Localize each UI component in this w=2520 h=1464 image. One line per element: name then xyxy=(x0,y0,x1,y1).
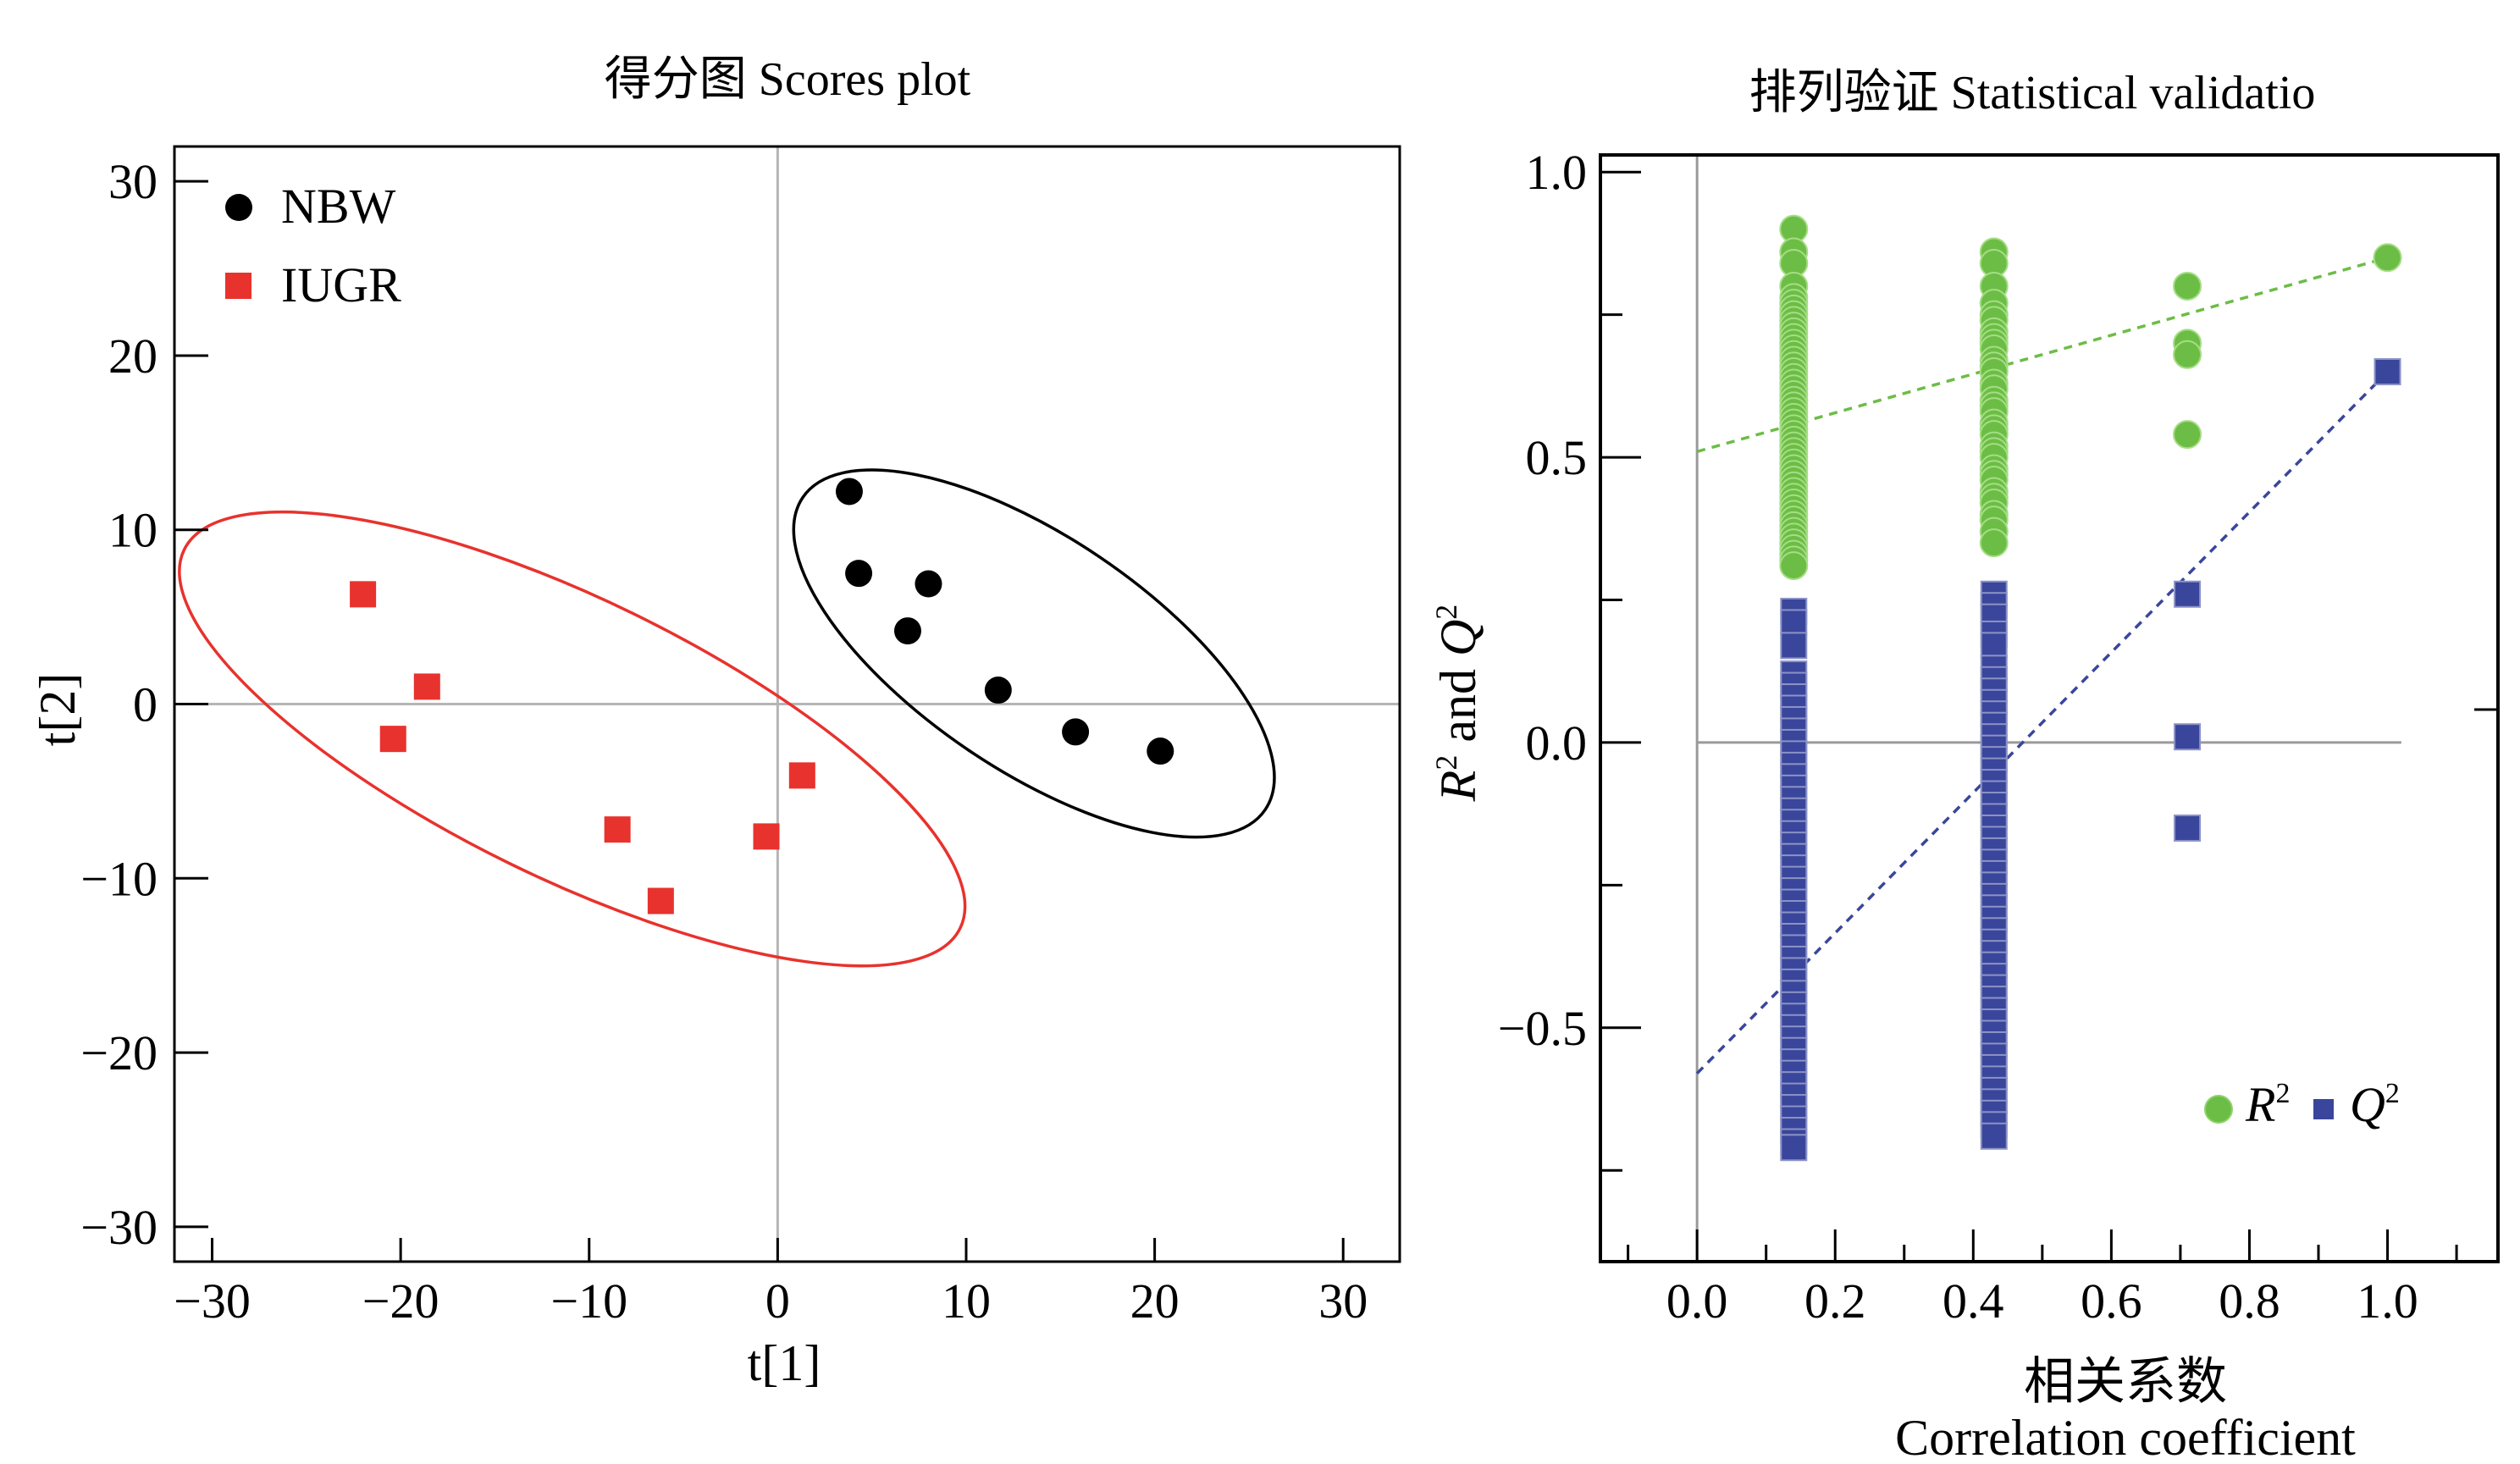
point-iugr xyxy=(647,887,674,914)
point-iugr xyxy=(350,581,377,608)
y-label-r: R xyxy=(1430,771,1486,803)
point-r2 xyxy=(1779,551,1809,581)
point-q2 xyxy=(1780,609,1808,637)
y-tick-label: −30 xyxy=(80,1200,158,1255)
x-tick-label: 30 xyxy=(1318,1273,1368,1329)
y-tick-label: 0.5 xyxy=(1526,430,1588,485)
y-tick-label: 1.0 xyxy=(1526,145,1588,200)
point-nbw xyxy=(893,617,921,645)
point-iugr xyxy=(753,823,780,850)
scores-plot-ellipses xyxy=(178,468,1276,968)
scores-plot-legend: NBW IUGR xyxy=(225,179,401,312)
point-iugr xyxy=(379,726,406,753)
x-tick-label: 0 xyxy=(765,1273,790,1329)
point-q2 xyxy=(2174,580,2202,608)
legend-nbw-marker xyxy=(225,194,252,221)
point-r2 xyxy=(2173,420,2202,450)
x-tick-label: 0.4 xyxy=(1942,1273,2004,1329)
legend-r2-main: R xyxy=(2245,1077,2275,1132)
scores-plot-x-ticks: −30 −20 −10 0 10 20 30 xyxy=(174,1238,1368,1329)
trend-line-r2 xyxy=(1696,256,2389,454)
confidence-ellipse-iugr xyxy=(178,510,967,968)
point-nbw xyxy=(915,570,942,598)
y-label-and: and xyxy=(1430,656,1486,755)
y-tick-label: 20 xyxy=(108,329,158,384)
point-q2 xyxy=(2374,358,2401,386)
x-tick-label: −30 xyxy=(174,1273,251,1329)
scores-plot-title: 得分图 Scores plot xyxy=(605,53,971,106)
trend-line-q2 xyxy=(1695,370,2389,1075)
point-q2 xyxy=(1780,1134,1808,1162)
y-tick-label: −0.5 xyxy=(1498,1001,1587,1056)
y-tick-label: 30 xyxy=(108,154,158,209)
x-tick-label: 0.2 xyxy=(1804,1273,1866,1329)
validation-plot-points xyxy=(1779,214,2402,1162)
validation-plot-y-ticks: 1.0 0.5 0.0 −0.5 xyxy=(1498,145,1641,1172)
point-q2 xyxy=(2174,723,2202,751)
point-iugr xyxy=(604,816,631,843)
point-q2 xyxy=(2174,814,2202,842)
scores-plot-points xyxy=(350,478,1174,914)
validation-plot-y-axis-label: R2 and Q2 xyxy=(1429,605,1486,803)
validation-plot-reference-lines xyxy=(1695,155,2401,1262)
y-tick-label: 0 xyxy=(133,677,158,732)
x-tick-label: 1.0 xyxy=(2357,1273,2418,1329)
point-iugr xyxy=(413,673,440,700)
validation-plot-title: 排列验证 Statistical validatio xyxy=(1749,67,2316,119)
y-tick-label: 0.0 xyxy=(1526,715,1588,771)
scores-plot-y-axis-label: t[2] xyxy=(30,673,86,747)
validation-plot-x-ticks: 0.0 0.2 0.4 0.6 0.8 1.0 xyxy=(1627,1229,2458,1329)
point-q2 xyxy=(1780,632,1808,660)
scores-plot-panel: 得分图 Scores plot −30 −20 −10 0 10 20 30 30 20 10 0… xyxy=(30,53,1401,1391)
point-nbw xyxy=(1147,738,1174,765)
y-label-r-sup: 2 xyxy=(1429,755,1463,771)
legend-q2-label: Q2 xyxy=(2350,1077,2400,1132)
y-tick-label: −20 xyxy=(80,1025,158,1080)
point-r2 xyxy=(1979,528,2009,558)
legend-nbw-label: NBW xyxy=(281,179,396,234)
x-tick-label: −10 xyxy=(550,1273,627,1329)
validation-plot-x-axis-label: 相关系数 xyxy=(2024,1354,2227,1410)
legend-q2-marker xyxy=(2313,1099,2334,1119)
legend-r2-marker xyxy=(2204,1095,2233,1124)
x-tick-label: 0.6 xyxy=(2081,1273,2142,1329)
x-tick-label: −20 xyxy=(362,1273,439,1329)
legend-q2-main: Q xyxy=(2350,1077,2385,1132)
point-q2 xyxy=(1980,1122,2008,1150)
x-tick-label: 0.8 xyxy=(2219,1273,2280,1329)
y-tick-label: −10 xyxy=(80,851,158,906)
point-r2 xyxy=(2173,271,2202,301)
point-nbw xyxy=(835,478,863,505)
legend-r2-sup: 2 xyxy=(2275,1078,2290,1109)
validation-plot-panel: 排列验证 Statistical validatio 0.0 0.2 0.4 0.6 0… xyxy=(1429,67,2500,1464)
point-nbw xyxy=(1062,718,1090,746)
x-tick-label: 10 xyxy=(942,1273,991,1329)
y-label-q: Q xyxy=(1430,620,1486,656)
y-label-q-sup: 2 xyxy=(1429,605,1463,620)
y-tick-label: 10 xyxy=(108,503,158,558)
scores-plot-y-ticks: 30 20 10 0 −10 −20 −30 xyxy=(80,154,208,1255)
point-nbw xyxy=(845,560,873,588)
point-r2 xyxy=(2173,340,2202,369)
validation-plot-legend: R2 Q2 xyxy=(2204,1077,2400,1132)
legend-iugr-label: IUGR xyxy=(281,257,401,312)
point-iugr xyxy=(788,762,815,789)
scores-plot-x-axis-label: t[1] xyxy=(748,1335,821,1391)
legend-q2-sup: 2 xyxy=(2385,1078,2400,1109)
confidence-ellipse-nbw xyxy=(792,468,1276,839)
legend-iugr-marker xyxy=(225,273,251,299)
legend-r2-label: R2 xyxy=(2245,1077,2290,1132)
validation-plot-trend-lines xyxy=(1695,256,2389,1075)
x-tick-label: 0.0 xyxy=(1666,1273,1728,1329)
point-r2 xyxy=(2373,243,2402,273)
x-tick-label: 20 xyxy=(1130,1273,1180,1329)
point-q2 xyxy=(1980,632,2008,660)
validation-plot-x-axis-label-english: Correlation coefficient xyxy=(1895,1410,2356,1464)
point-nbw xyxy=(984,677,1012,704)
